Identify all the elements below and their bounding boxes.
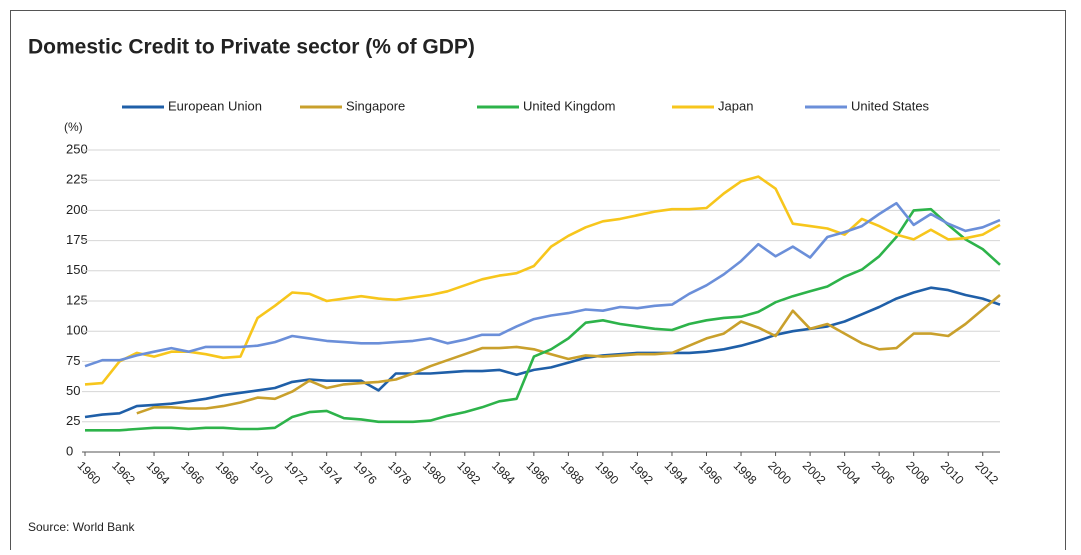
y-tick-label: 175 xyxy=(66,232,88,247)
y-tick-label: 0 xyxy=(66,443,73,458)
series-line xyxy=(136,294,1001,415)
legend-label: Singapore xyxy=(346,98,405,113)
y-tick-label: 200 xyxy=(66,202,88,217)
y-tick-label: 25 xyxy=(66,413,80,428)
y-tick-label: 50 xyxy=(66,383,80,398)
legend-label: European Union xyxy=(168,98,262,113)
y-tick-label: 100 xyxy=(66,323,88,338)
legend-label: United States xyxy=(851,98,930,113)
frame xyxy=(10,10,1066,555)
series-line xyxy=(85,207,1001,432)
series-line xyxy=(84,201,1001,368)
source-note: Source: World Bank xyxy=(28,520,135,534)
y-axis-label: (%) xyxy=(64,120,83,134)
series-line xyxy=(84,286,1001,419)
legend-label: Japan xyxy=(718,98,753,113)
y-tick-label: 150 xyxy=(66,262,88,277)
y-tick-label: 125 xyxy=(66,292,88,307)
y-tick-label: 250 xyxy=(66,141,88,156)
legend-label: United Kingdom xyxy=(523,98,616,113)
y-tick-label: 75 xyxy=(66,353,80,368)
chart-title: Domestic Credit to Private sector (% of … xyxy=(28,36,475,59)
y-tick-label: 225 xyxy=(66,172,88,187)
